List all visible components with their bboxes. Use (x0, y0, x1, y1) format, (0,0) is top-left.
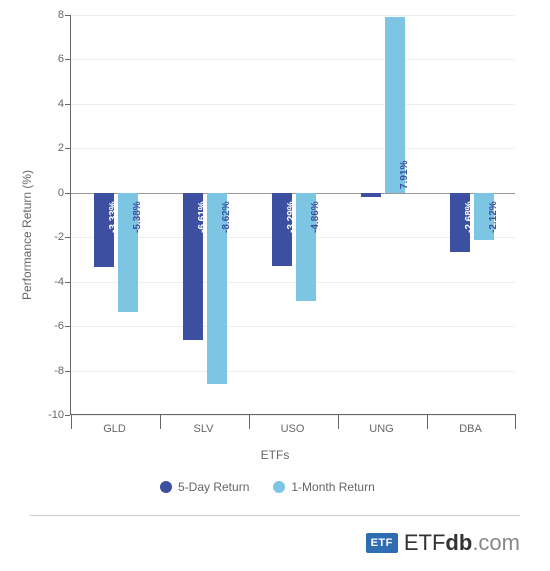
legend: 5-Day Return 1-Month Return (160, 480, 375, 494)
chart-container: Performance Return (%) -10-8-6-4-202468 … (0, 0, 550, 571)
brand-badge: ETF (366, 533, 398, 553)
bar-label: -4.86% (310, 201, 321, 233)
legend-item-5day: 5-Day Return (160, 480, 249, 494)
y-axis-label: Performance Return (%) (20, 170, 34, 300)
legend-item-1month: 1-Month Return (273, 480, 374, 494)
gridline (71, 415, 515, 416)
bar-label: -2.12% (488, 201, 499, 233)
x-separator (515, 414, 516, 429)
bar-label: -8.62% (221, 201, 232, 233)
gridline (71, 282, 515, 283)
footer-divider (30, 515, 520, 516)
gridline (71, 371, 515, 372)
brand-bold: db (445, 530, 472, 555)
bar-label: -0.21% (375, 201, 386, 233)
gridline (71, 104, 515, 105)
x-separator (427, 414, 428, 429)
bar-label: -5.38% (132, 201, 143, 233)
x-separator (249, 414, 250, 429)
legend-label-5day: 5-Day Return (178, 480, 249, 494)
gridline (71, 15, 515, 16)
plot-area: -3.33%-5.38%-6.61%-8.62%-3.29%-4.86%-0.2… (70, 15, 515, 415)
brand-logo: ETF ETFdb.com (366, 530, 520, 556)
zero-line (71, 193, 515, 194)
x-separator (71, 414, 72, 429)
gridline (71, 326, 515, 327)
bar-label: 7.91% (399, 160, 410, 188)
legend-swatch-1month (273, 481, 285, 493)
legend-swatch-5day (160, 481, 172, 493)
bar (361, 193, 381, 198)
gridline (71, 148, 515, 149)
gridline (71, 237, 515, 238)
x-axis-label: ETFs (261, 448, 290, 462)
x-separator (338, 414, 339, 429)
x-separator (160, 414, 161, 429)
brand-main: ETF (404, 530, 446, 555)
gridline (71, 59, 515, 60)
legend-label-1month: 1-Month Return (291, 480, 374, 494)
brand-suffix: .com (472, 530, 520, 555)
brand-text: ETFdb.com (404, 530, 520, 556)
